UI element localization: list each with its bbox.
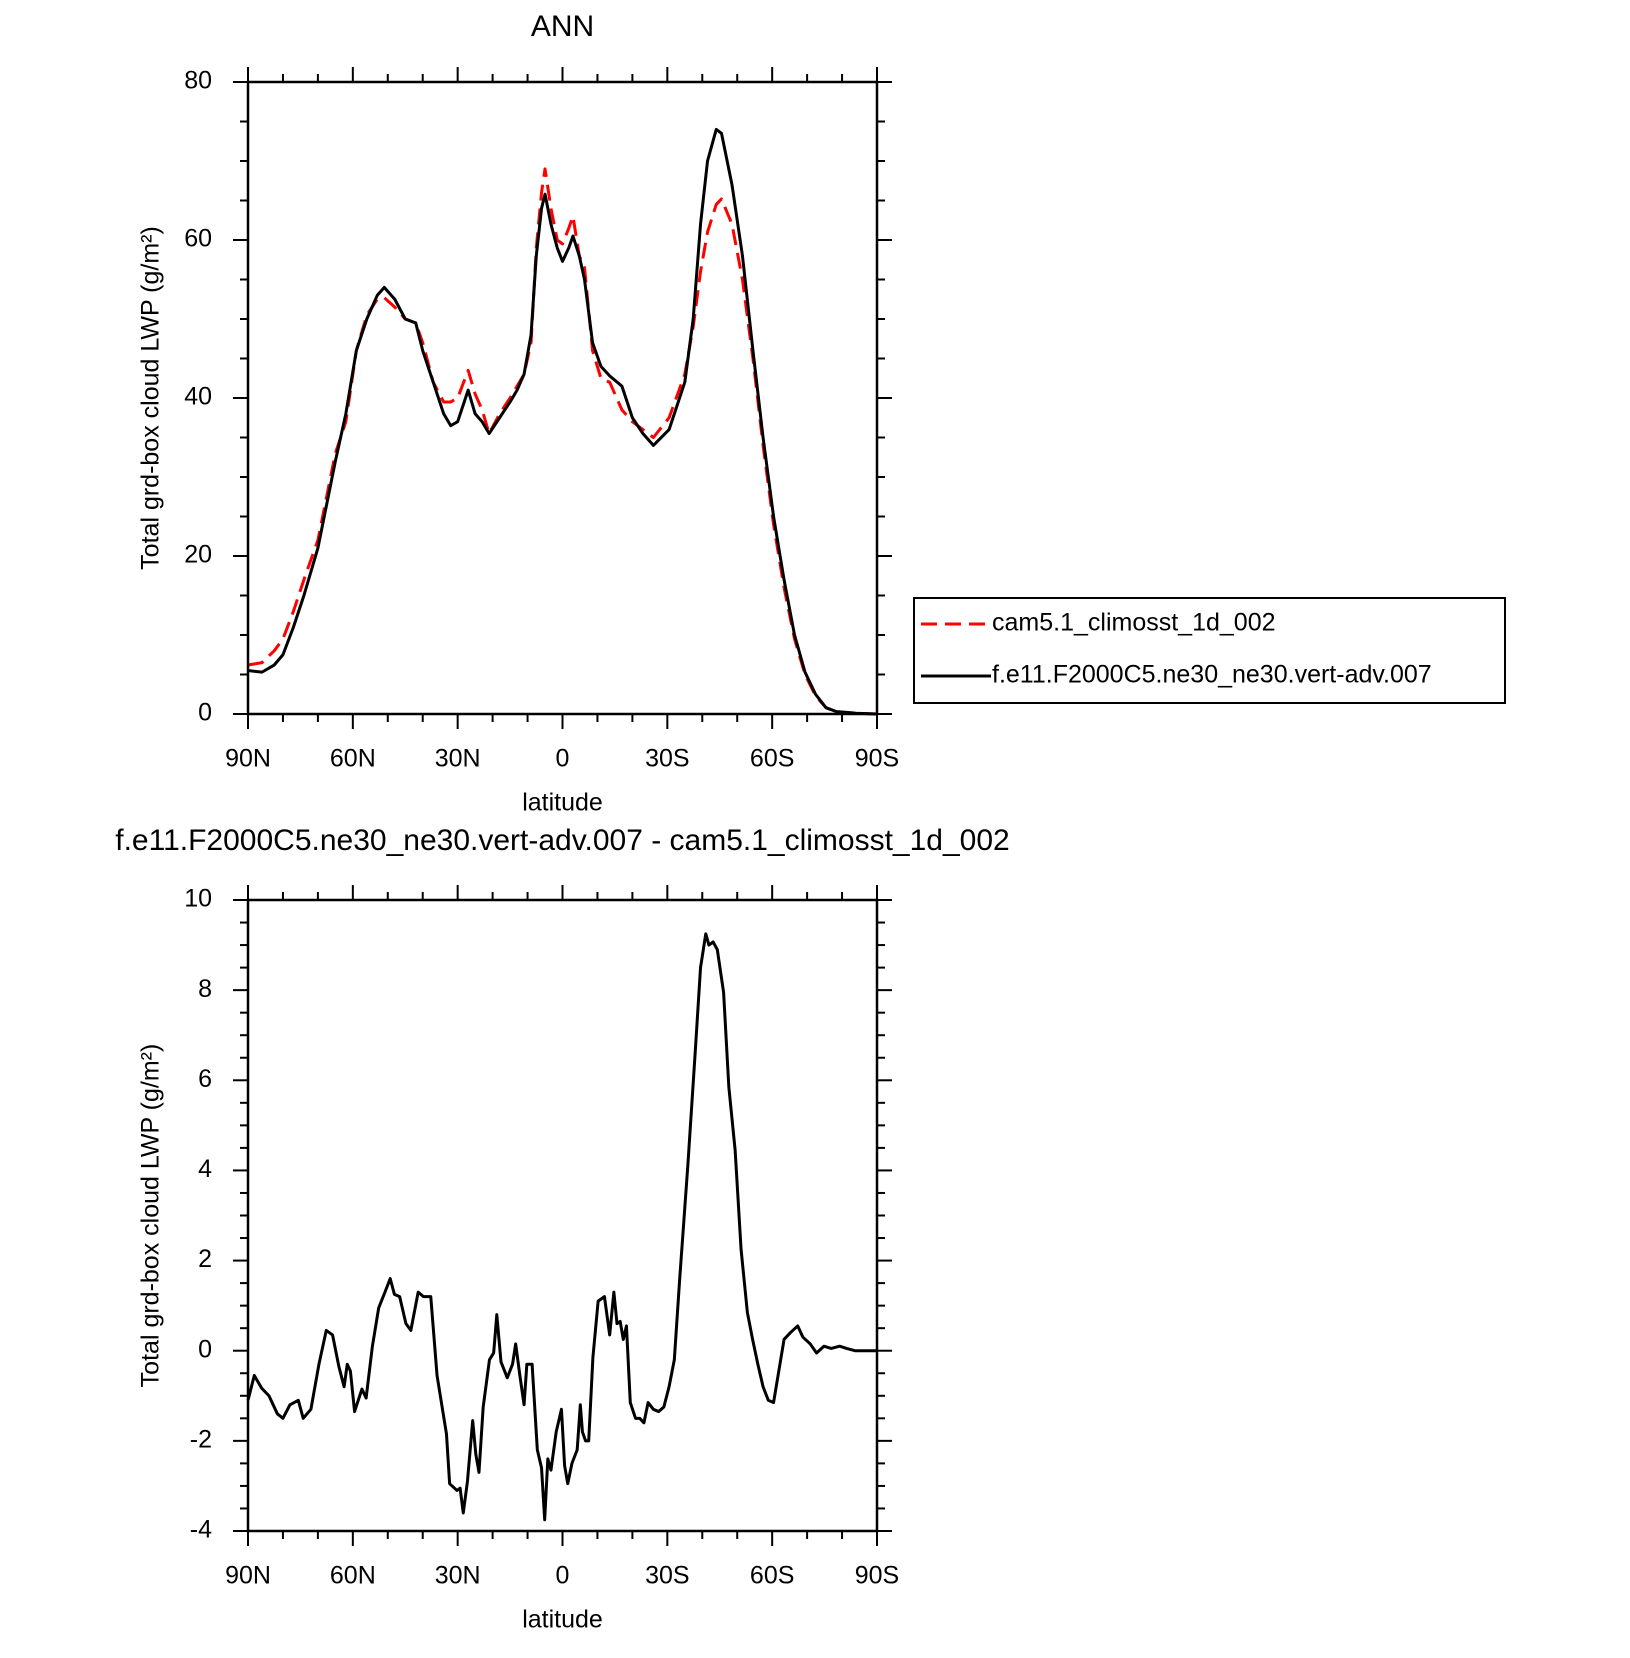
- x-axis-title: latitude: [522, 1606, 603, 1634]
- x-tick-label: 0: [556, 745, 570, 773]
- x-tick-label: 0: [556, 1562, 570, 1590]
- y-tick-label: 0: [198, 699, 212, 727]
- y-tick-label: 0: [198, 1335, 212, 1363]
- x-tick-label: 30N: [435, 745, 481, 773]
- chart-title: ANN: [531, 10, 594, 43]
- y-tick-label: 4: [198, 1155, 212, 1183]
- plot-frame: [246, 80, 879, 716]
- x-tick-label: 60S: [750, 1562, 794, 1590]
- y-axis-title: Total grd-box cloud LWP (g/m²): [137, 1044, 165, 1388]
- y-tick-label: -2: [190, 1425, 212, 1453]
- y-tick-label: 40: [184, 383, 212, 411]
- y-axis-title: Total grd-box cloud LWP (g/m²): [137, 226, 165, 570]
- chart-title: f.e11.F2000C5.ne30_ne30.vert-adv.007 - c…: [115, 824, 1009, 857]
- y-tick-label: 20: [184, 541, 212, 569]
- x-tick-label: 60N: [330, 1562, 376, 1590]
- y-tick-label: 6: [198, 1065, 212, 1093]
- x-tick-label: 90N: [225, 1562, 271, 1590]
- x-tick-label: 30N: [435, 1562, 481, 1590]
- x-tick-label: 60N: [330, 745, 376, 773]
- y-tick-label: 10: [184, 885, 212, 913]
- legend-box: [913, 597, 1506, 704]
- y-tick-label: 80: [184, 67, 212, 95]
- plot: f.e11.F2000C5.ne30_ne30.vert-adv.007 - c…: [115, 824, 1009, 1634]
- legend-text: cam5.1_climosst_1d_002: [992, 609, 1276, 637]
- data-line: [246, 932, 877, 1522]
- x-tick-label: 90S: [855, 745, 899, 773]
- x-tick-label: 30S: [645, 1562, 689, 1590]
- x-tick-label: 30S: [645, 745, 689, 773]
- x-tick-label: 60S: [750, 745, 794, 773]
- data-line: [247, 167, 878, 716]
- x-tick-label: 90N: [225, 745, 271, 773]
- y-tick-label: 60: [184, 225, 212, 253]
- y-tick-label: 8: [198, 975, 212, 1003]
- y-tick-label: -4: [190, 1516, 212, 1544]
- plot: ANN latitude Total grd-box cloud LWP (g/m²…: [137, 10, 900, 817]
- legend: cam5.1_climosst_1d_002 f.e11.F2000C5.ne30…: [913, 597, 1506, 704]
- legend-text: f.e11.F2000C5.ne30_ne30.vert-adv.007: [992, 661, 1432, 689]
- y-tick-label: 2: [198, 1245, 212, 1273]
- x-tick-label: 90S: [855, 1562, 899, 1590]
- data-line: [247, 127, 878, 716]
- plot-frame: [246, 898, 879, 1533]
- x-axis-title: latitude: [522, 789, 603, 817]
